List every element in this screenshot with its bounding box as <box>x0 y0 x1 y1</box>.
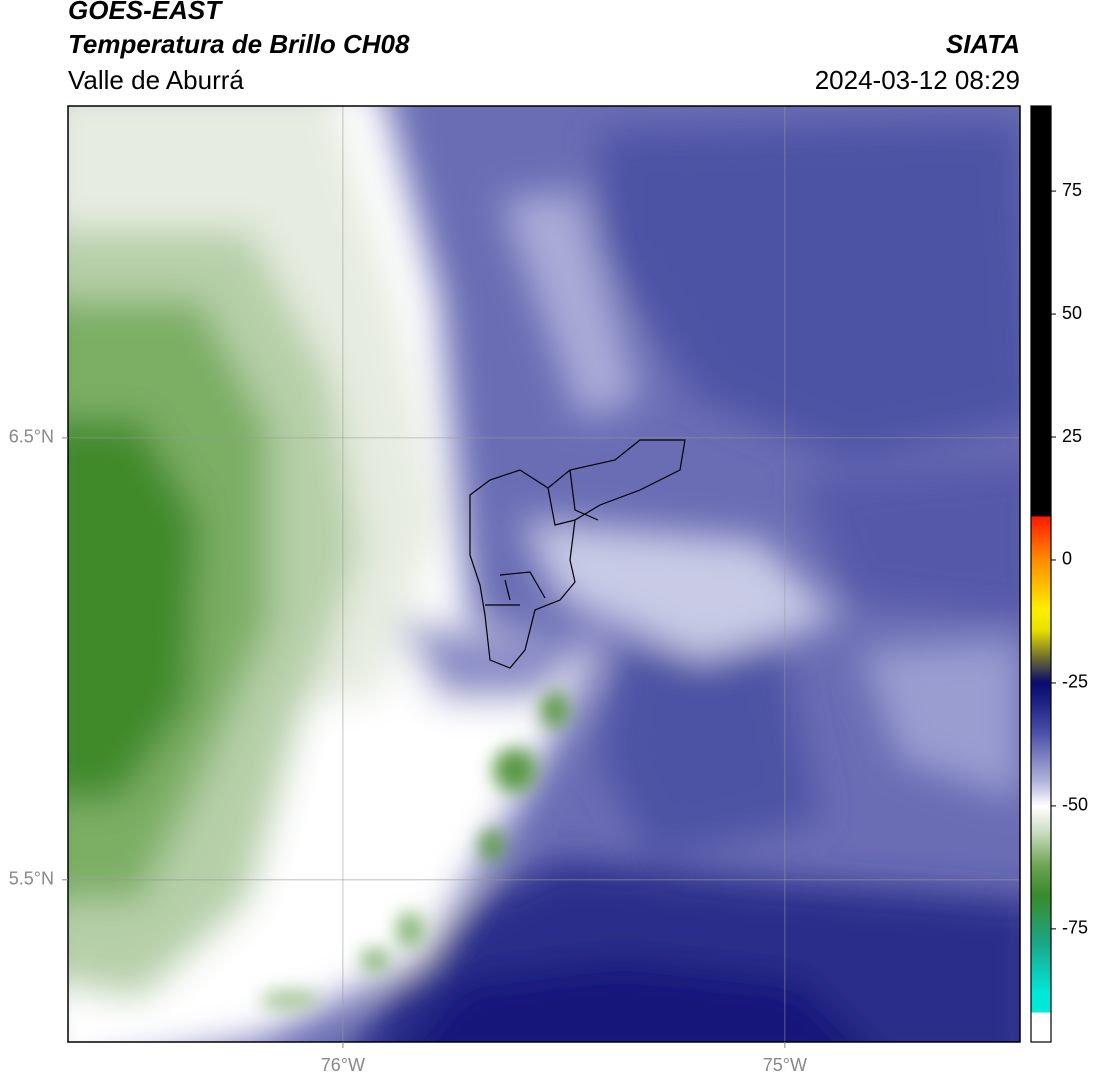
subtitle: Temperatura de Brillo CH08 <box>68 29 410 59</box>
lat-tick-label: 6.5°N <box>9 427 54 447</box>
colorbar-tick-label: 0 <box>1062 549 1072 569</box>
timestamp: 2024-03-12 08:29 <box>815 65 1020 95</box>
colorbar-tick-label: 75 <box>1062 180 1082 200</box>
colorbar-tick-label: -50 <box>1062 795 1088 815</box>
region: Valle de Aburrá <box>68 65 244 95</box>
municipal-boundaries <box>469 439 686 669</box>
colorbar-tick-label: 50 <box>1062 303 1082 323</box>
title: GOES-EAST <box>68 0 223 25</box>
graticule <box>68 106 1020 1042</box>
lon-tick-label: 75°W <box>763 1055 807 1075</box>
colorbar-tick-label: -75 <box>1062 918 1088 938</box>
colorbar <box>1030 105 1052 1043</box>
colorbar-tick-label: -25 <box>1062 672 1088 692</box>
lon-tick-label: 76°W <box>321 1055 365 1075</box>
satellite-image <box>68 106 1020 1042</box>
colorbar-tick-label: 25 <box>1062 426 1082 446</box>
source: SIATA <box>946 29 1020 59</box>
map-frame <box>67 105 1021 1043</box>
lat-tick-label: 5.5°N <box>9 869 54 889</box>
